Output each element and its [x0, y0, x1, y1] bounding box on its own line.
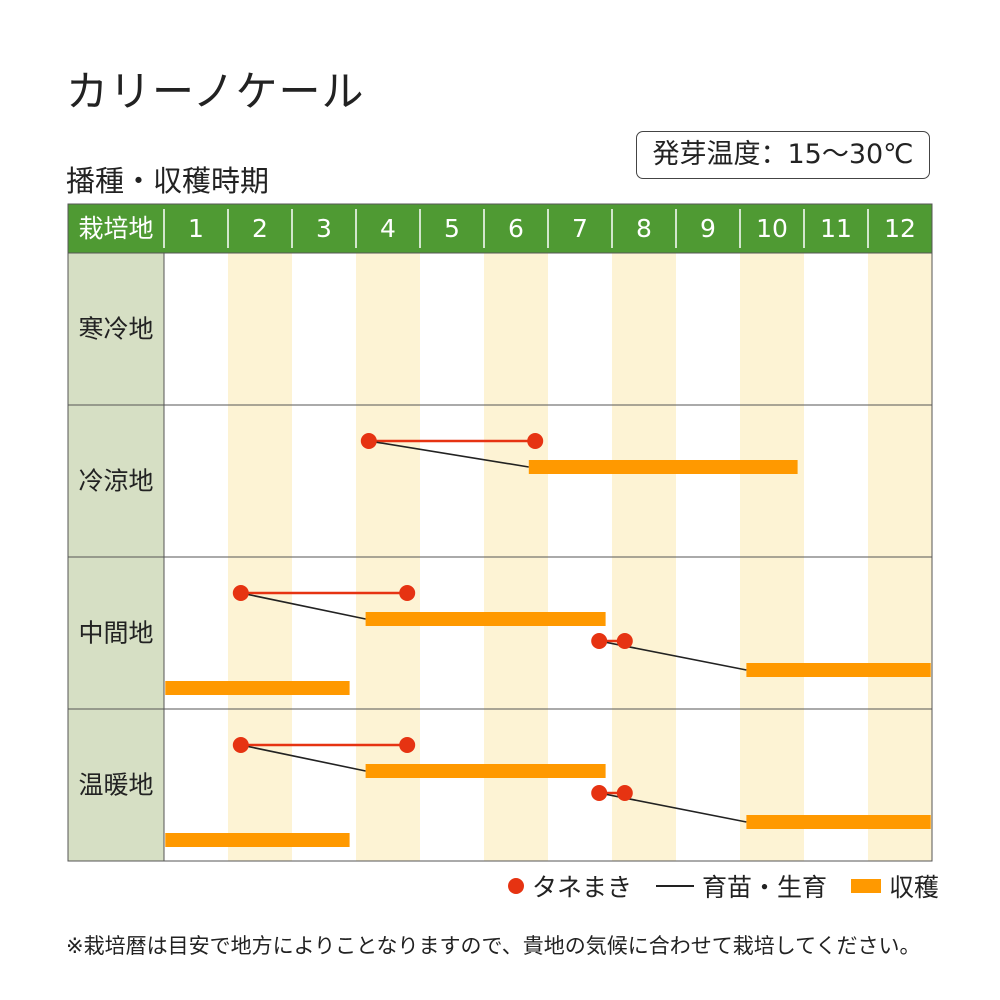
legend-label-growing: 育苗・生育: [702, 873, 828, 902]
sowing-start-dot: [591, 785, 608, 801]
region-label-2: 中間地: [78, 619, 153, 648]
page-title: カリーノケール: [66, 67, 365, 116]
harvest-bar: [528, 460, 798, 474]
growing-line: [368, 440, 529, 468]
legend-label-sowing: タネまき: [532, 873, 633, 902]
region-label-3: 温暖地: [78, 771, 153, 800]
month-label-2: 2: [252, 214, 268, 243]
month-label-1: 1: [188, 214, 204, 243]
sowing-start-dot: [232, 585, 249, 601]
month-label-3: 3: [316, 214, 332, 243]
sowing-start-dot: [232, 737, 249, 753]
month-label-8: 8: [636, 214, 652, 243]
harvest-bar: [365, 764, 606, 778]
harvest-bar: [365, 612, 606, 626]
month-label-7: 7: [572, 214, 588, 243]
month-label-6: 6: [508, 214, 524, 243]
region-label-0: 寒冷地: [78, 315, 153, 344]
month-label-9: 9: [700, 214, 716, 243]
legend: タネまき 育苗・生育 収穫: [508, 870, 939, 902]
growing-line: [240, 744, 366, 772]
section-subtitle: 播種・収穫時期: [66, 164, 270, 198]
sowing-end-dot: [527, 433, 544, 449]
legend-item-growing: 育苗・生育: [656, 868, 827, 904]
harvest-bar: [746, 663, 931, 677]
sowing-end-dot: [616, 633, 633, 649]
month-label-4: 4: [380, 214, 396, 243]
growing-line: [240, 592, 366, 620]
header-label: 栽培地: [78, 214, 153, 243]
sowing-end-dot: [616, 785, 633, 801]
grid-border: [67, 203, 933, 862]
harvest-bar: [746, 815, 931, 829]
region-label-1: 冷涼地: [78, 467, 153, 496]
legend-item-harvest: 収穫: [851, 868, 939, 904]
harvest-bar: [165, 681, 350, 695]
harvest-bar: [165, 833, 350, 847]
sowing-end-dot: [399, 737, 416, 753]
month-label-10: 10: [756, 214, 788, 243]
legend-item-sowing: タネまき: [508, 868, 632, 904]
harvest-bar-icon: [851, 879, 882, 893]
germination-temperature-badge: 発芽温度：15～30℃: [636, 131, 930, 179]
header-row: [68, 204, 932, 253]
sowing-end-dot: [399, 585, 416, 601]
sowing-start-dot: [360, 433, 377, 449]
legend-label-harvest: 収穫: [889, 873, 940, 902]
sowing-dot-icon: [508, 878, 524, 894]
growing-line-icon: [656, 884, 695, 888]
month-label-5: 5: [444, 214, 460, 243]
month-label-11: 11: [820, 214, 852, 243]
footnote: ※栽培暦は目安で地方によりことなりますので、貴地の気候に合わせて栽培してください…: [66, 934, 921, 958]
sowing-start-dot: [591, 633, 608, 649]
month-label-12: 12: [884, 214, 916, 243]
